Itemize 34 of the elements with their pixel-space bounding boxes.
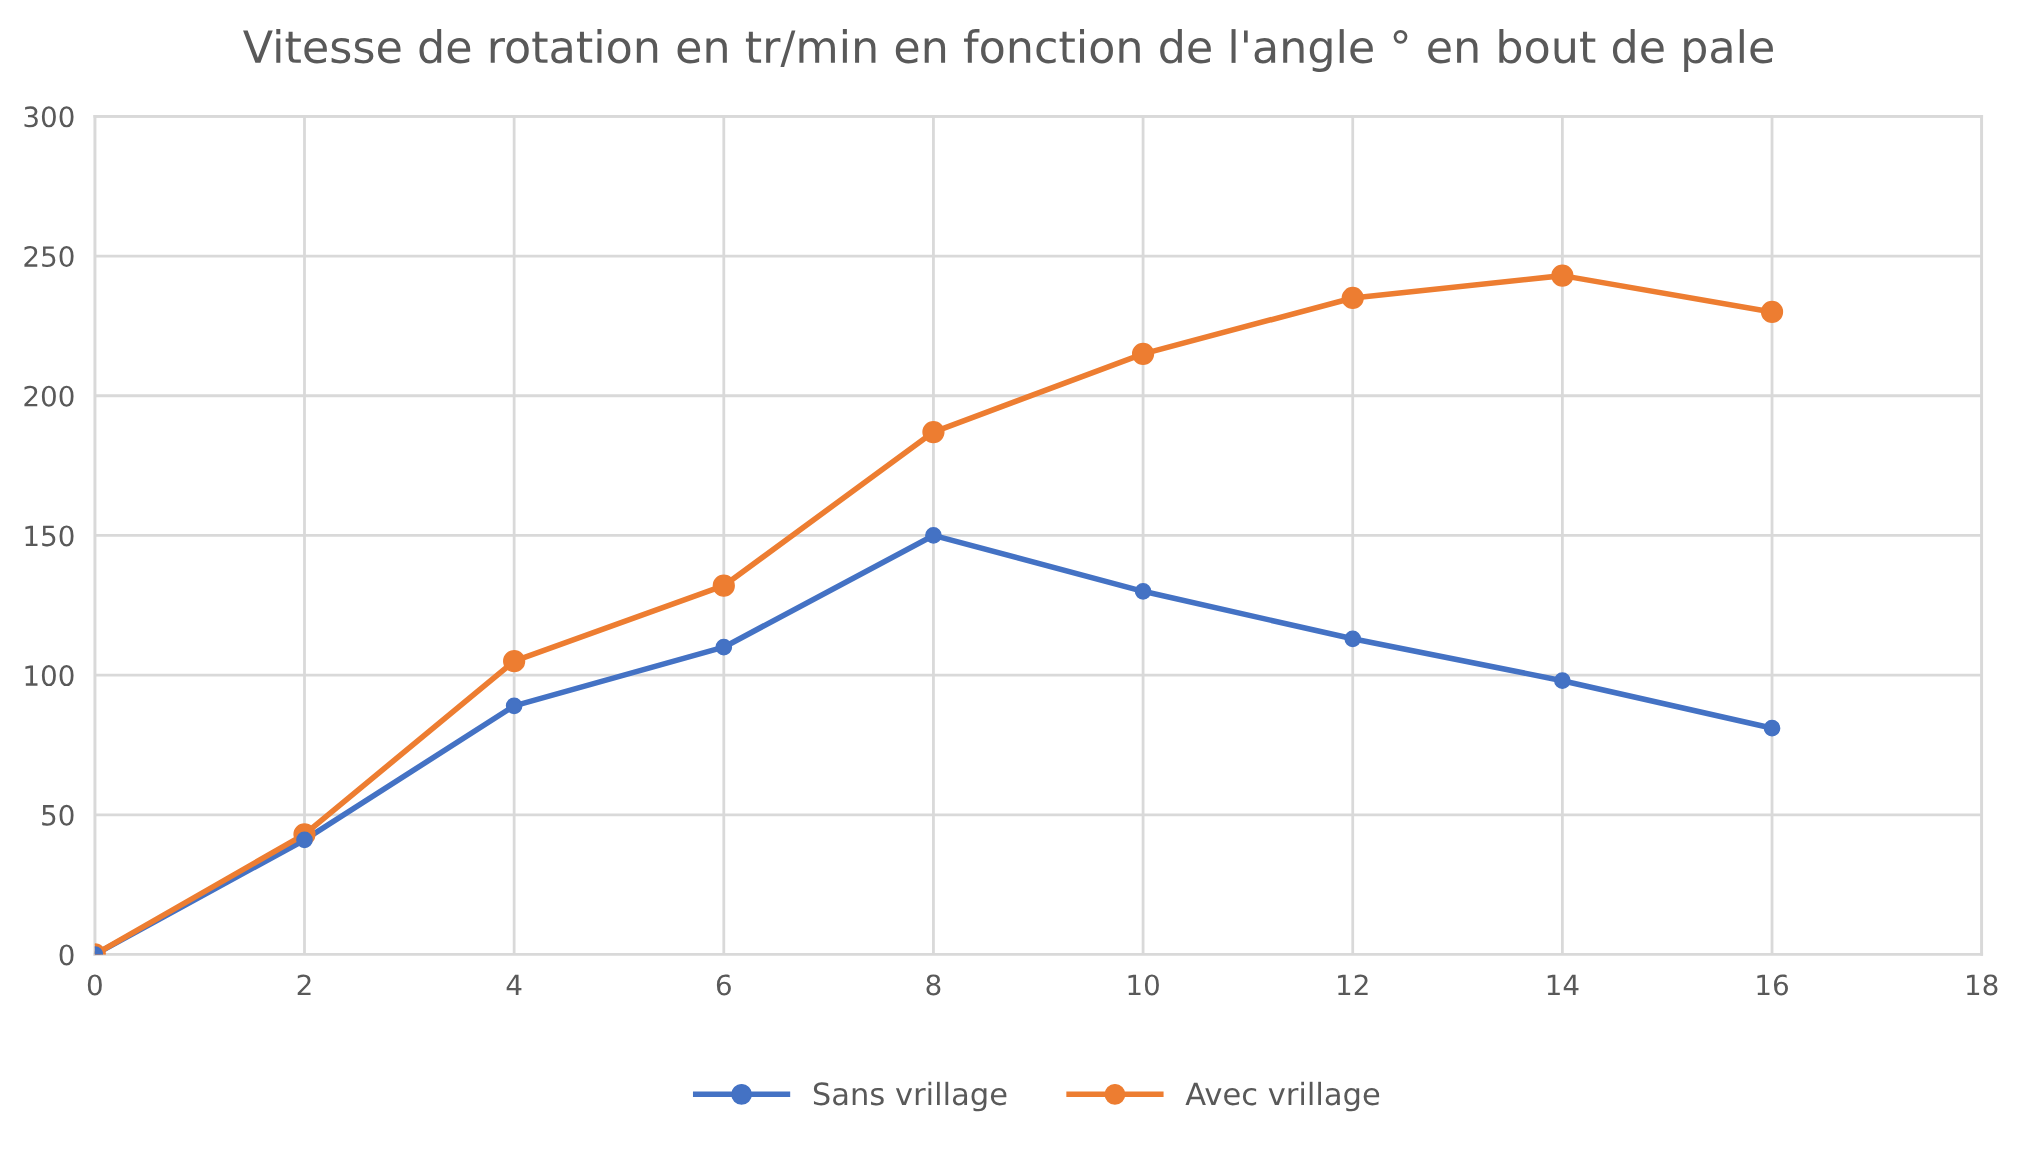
point [1341,286,1364,310]
y-tick-label: 200 [24,385,74,407]
x-tick-label: 16 [1757,974,1788,996]
point [503,650,526,673]
x-tick-label: 18 [1967,974,1998,996]
y-tick-label: 100 [25,665,74,687]
point [1344,630,1362,648]
x-tick-label: 0 [87,974,102,996]
y-tick-label: 0 [59,944,74,966]
point [1554,672,1571,690]
legend-label: Avec vrillage [1185,1081,1380,1112]
point [1134,582,1152,600]
legend-label: Sans vrillage [813,1081,1007,1112]
chart-title: Vitesse de rotation en tr/min en fonction de l'angle ° en bout de pale [243,29,1773,73]
point [1763,719,1781,737]
point [1551,264,1574,287]
y-tick-label: 250 [24,246,74,268]
x-tick-label: 2 [297,974,311,996]
point [925,527,942,544]
x-tick-label: 6 [716,974,731,996]
point [922,420,945,444]
point [505,697,523,715]
y-tick-label: 150 [25,525,74,547]
point [1760,300,1784,324]
x-tick-label: 4 [506,974,522,996]
x-tick-label: 12 [1338,974,1368,996]
point [712,574,735,597]
y-tick-label: 300 [24,106,74,128]
x-tick-label: 8 [926,974,941,996]
x-tick-label: 14 [1547,974,1579,996]
point [1131,342,1155,365]
x-tick-label: 10 [1128,974,1159,996]
point [715,638,733,656]
y-tick-label: 50 [42,804,74,826]
